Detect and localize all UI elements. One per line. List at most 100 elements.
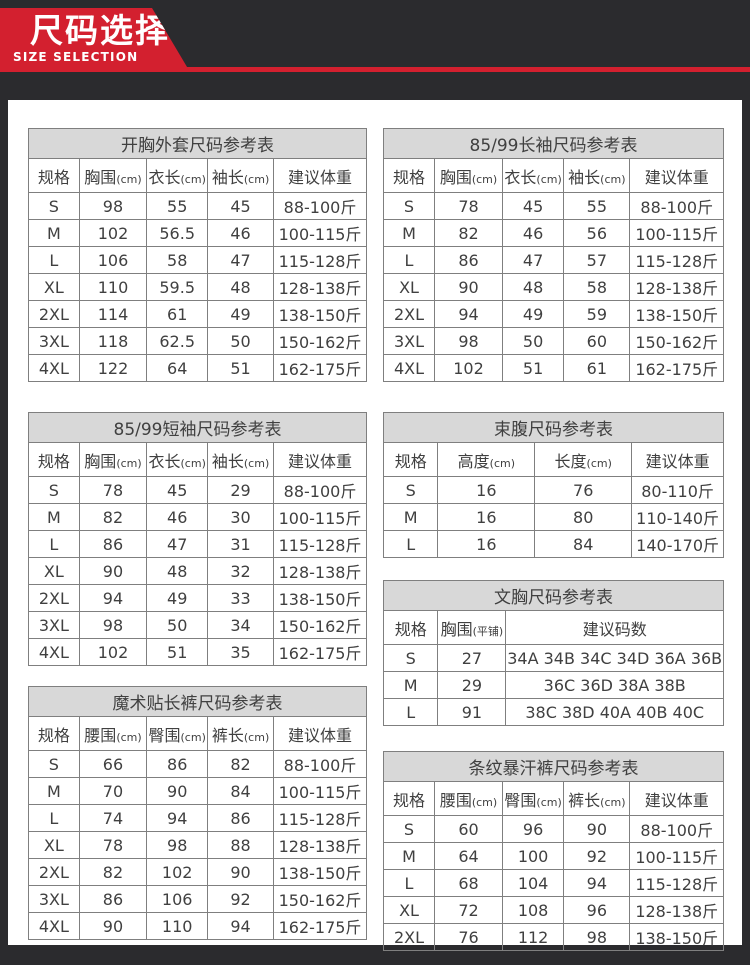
- column-header: 建议体重: [629, 158, 724, 193]
- table-cell: 59.5: [146, 273, 209, 301]
- column-header: 建议体重: [273, 716, 367, 751]
- table-cell: 100-115斤: [273, 503, 367, 531]
- table-cell: 94: [434, 300, 503, 328]
- table-row: L 106 58 47 115-128斤: [28, 246, 367, 274]
- table-cell: 47: [207, 246, 275, 274]
- table-cell: 108: [501, 896, 565, 924]
- unit-label: (cm): [243, 172, 270, 186]
- column-header: 胸围(平铺): [437, 610, 507, 645]
- column-header: 胸围(cm): [434, 158, 503, 193]
- table-title: 85/99短袖尺码参考表: [28, 412, 367, 443]
- table-row: 3XL 98 50 60 150-162斤: [383, 327, 724, 355]
- table-cell: 88-100斤: [273, 750, 367, 778]
- unit-label: (cm): [180, 172, 206, 186]
- column-header: 袖长(cm): [207, 158, 275, 193]
- table-row: L 86 47 57 115-128斤: [383, 246, 724, 274]
- table-header-row: 规格 胸围(cm) 衣长(cm) 袖长(cm) 建议体重: [28, 158, 367, 193]
- table-cell: 90: [146, 777, 209, 805]
- unit-label: (cm): [536, 172, 562, 186]
- column-header: 规格: [383, 158, 435, 193]
- column-header: 胸围(cm): [78, 158, 148, 193]
- table-cell: 78: [78, 476, 148, 504]
- table-row: S 60 96 90 88-100斤: [383, 815, 724, 843]
- page-header: 尺码选择 SIZE SELECTION: [0, 0, 750, 100]
- unit-label: (cm): [471, 172, 498, 186]
- table-row: M 16 80 110-140斤: [382, 503, 724, 531]
- table-cell: 138-150斤: [273, 858, 367, 886]
- table-cell: 4XL: [28, 354, 80, 382]
- left-column: 开胸外套尺码参考表 规格 胸围(cm) 衣长(cm) 袖长(cm) 建议体重 S 98 55 45…: [28, 128, 367, 940]
- table-cell: 94: [146, 804, 209, 832]
- unit-label: (cm): [600, 172, 626, 186]
- table-cell: S: [382, 644, 439, 672]
- table-cell: 46: [146, 503, 209, 531]
- table-header-row: 规格 胸围(cm) 衣长(cm) 袖长(cm) 建议体重: [28, 442, 367, 477]
- table-cell: 58: [563, 273, 631, 301]
- table-cell: 61: [146, 300, 209, 328]
- table-cell: 98: [434, 327, 503, 355]
- table-row: 2XL 82 102 90 138-150斤: [28, 858, 367, 886]
- table-cell: 110: [146, 912, 209, 940]
- table-title-row: 85/99短袖尺码参考表: [28, 412, 367, 443]
- column-header: 裤长(cm): [207, 716, 275, 751]
- table-cell: 30: [207, 503, 275, 531]
- table-cell: 34A 34B 34C 34D 36A 36B: [505, 644, 724, 672]
- table-cell: 46: [207, 219, 275, 247]
- header-banner: 尺码选择 SIZE SELECTION: [0, 8, 190, 72]
- table-cell: 60: [434, 815, 503, 843]
- table-cell: 35: [207, 638, 275, 666]
- table-cell: 90: [78, 912, 148, 940]
- table-cell: L: [28, 246, 80, 274]
- table-cell: 106: [146, 885, 209, 913]
- table-row: XL 110 59.5 48 128-138斤: [28, 273, 367, 301]
- table-cell: 76: [434, 923, 503, 951]
- unit-label: (cm): [243, 730, 270, 744]
- table-cell: 114: [78, 300, 148, 328]
- table-title: 条纹暴汗裤尺码参考表: [383, 751, 724, 782]
- unit-label: (cm): [586, 456, 612, 470]
- table-cell: 128-138斤: [273, 831, 367, 859]
- content-area: 开胸外套尺码参考表 规格 胸围(cm) 衣长(cm) 袖长(cm) 建议体重 S 98 55 45…: [8, 100, 742, 951]
- table-cell: 138-150斤: [273, 300, 367, 328]
- table-cell: 90: [434, 273, 503, 301]
- column-header: 胸围(cm): [78, 442, 148, 477]
- table-cell: XL: [28, 273, 80, 301]
- table-cell: 66: [78, 750, 148, 778]
- table-cell: 100-115斤: [273, 777, 367, 805]
- table-cell: 100-115斤: [629, 842, 724, 870]
- table-cell: 98: [563, 923, 631, 951]
- table-cell: 34: [207, 611, 275, 639]
- unit-label: (平铺): [472, 624, 504, 638]
- table-title: 文胸尺码参考表: [383, 580, 724, 611]
- table-cell: L: [28, 530, 80, 558]
- unit-label: (cm): [489, 456, 516, 470]
- table-cell: 31: [207, 530, 275, 558]
- table-row: XL 72 108 96 128-138斤: [383, 896, 724, 924]
- table-row: 2XL 76 112 98 138-150斤: [383, 923, 724, 951]
- table-cell: 104: [501, 869, 565, 897]
- table-sweat-pants: 条纹暴汗裤尺码参考表 规格 腰围(cm) 臀围(cm) 裤长(cm) 建议体重 S 60 96 9…: [383, 751, 724, 951]
- table-cell: 64: [434, 842, 503, 870]
- table-header-row: 规格 高度(cm) 长度(cm) 建议体重: [382, 442, 724, 477]
- table-cell: 2XL: [28, 858, 80, 886]
- table-row: S 27 34A 34B 34C 34D 36A 36B: [382, 644, 724, 672]
- table-header-row: 规格 胸围(cm) 衣长(cm) 袖长(cm) 建议体重: [383, 158, 724, 193]
- table-row: 2XL 94 49 33 138-150斤: [28, 584, 367, 612]
- table-row: 3XL 118 62.5 50 150-162斤: [28, 327, 367, 355]
- table-cell: 86: [434, 246, 503, 274]
- table-cell: 49: [146, 584, 209, 612]
- table-row: S 78 45 29 88-100斤: [28, 476, 367, 504]
- column-header: 建议体重: [273, 158, 367, 193]
- table-cell: 94: [563, 869, 631, 897]
- table-cell: 92: [563, 842, 631, 870]
- table-cell: 3XL: [28, 327, 80, 355]
- table-cell: 162-175斤: [273, 912, 367, 940]
- table-title-row: 条纹暴汗裤尺码参考表: [383, 751, 724, 782]
- table-header-row: 规格 胸围(平铺) 建议码数: [382, 610, 724, 645]
- table-cell: 150-162斤: [273, 611, 367, 639]
- table-cell: 78: [78, 831, 148, 859]
- unit-label: (cm): [180, 730, 206, 744]
- table-row: S 16 76 80-110斤: [382, 476, 724, 504]
- table-cell: 82: [207, 750, 275, 778]
- table-title-row: 85/99长袖尺码参考表: [383, 128, 724, 159]
